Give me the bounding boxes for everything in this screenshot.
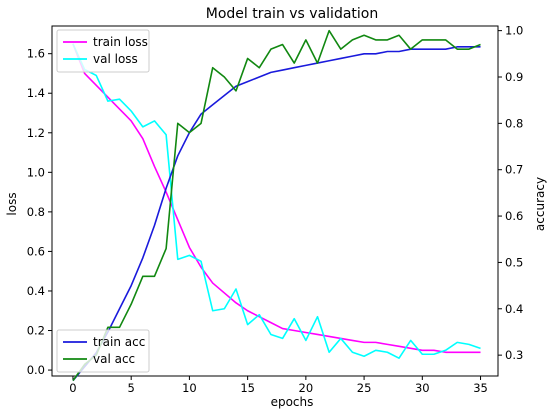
chart-title: Model train vs validation [206, 6, 378, 22]
y-right-tick-label: 0.3 [505, 348, 523, 362]
y-right-tick-label: 0.8 [505, 116, 523, 130]
plot-area: 0 5 10 15 20 25 30 35 0.0 0.2 0.4 0.6 0.8 1.0 1.2 1.4 1.… [27, 24, 524, 395]
y-left-tick-label: 1.4 [27, 86, 45, 100]
x-tick-label: 5 [128, 381, 135, 395]
y-right-tick-label: 1.0 [505, 24, 523, 38]
x-tick-label: 30 [415, 381, 430, 395]
y-axis-right-label: accuracy [533, 177, 547, 231]
legend-loss: train loss val loss [56, 29, 150, 73]
legend-accuracy: train acc val acc [56, 329, 150, 373]
series-line-train-acc [72, 46, 481, 382]
x-axis-label: epochs [271, 395, 314, 409]
legend-label-val-acc: val acc [93, 352, 135, 366]
y-right-tick-label: 0.6 [505, 209, 523, 223]
y-right-tick-label: 0.5 [505, 255, 523, 269]
legend-box [56, 29, 150, 73]
series-line-val-acc [72, 29, 481, 382]
y-right-tick-label: 0.7 [505, 163, 523, 177]
x-tick-label: 20 [299, 381, 314, 395]
legend-label-train-acc: train acc [93, 335, 145, 349]
y-right-tick-label: 0.9 [505, 70, 523, 84]
y-left-tick-label: 0.8 [27, 205, 45, 219]
x-tick-label: 25 [357, 381, 372, 395]
x-tick-label: 35 [473, 381, 488, 395]
y-axis-left-label: loss [5, 192, 19, 215]
y-left-tick-label: 1.6 [27, 47, 45, 61]
x-tick-label: 15 [240, 381, 255, 395]
legend-label-train-loss: train loss [93, 35, 148, 49]
plot-frame [51, 25, 499, 377]
x-tick-label: 0 [69, 381, 76, 395]
legend-label-val-loss: val loss [93, 52, 138, 66]
legend-box [56, 329, 150, 373]
x-tick-label: 10 [182, 381, 197, 395]
series-line-val-loss [72, 43, 481, 360]
y-left-tick-label: 0.6 [27, 244, 45, 258]
y-left-tick-label: 0.0 [27, 363, 45, 377]
y-left-tick-label: 0.4 [27, 284, 45, 298]
y-left-tick-label: 0.2 [27, 324, 45, 338]
series-line-train-loss [72, 43, 481, 354]
y-right-tick-label: 0.4 [505, 302, 523, 316]
y-left-tick-label: 1.2 [27, 126, 45, 140]
y-left-tick-label: 1.0 [27, 165, 45, 179]
